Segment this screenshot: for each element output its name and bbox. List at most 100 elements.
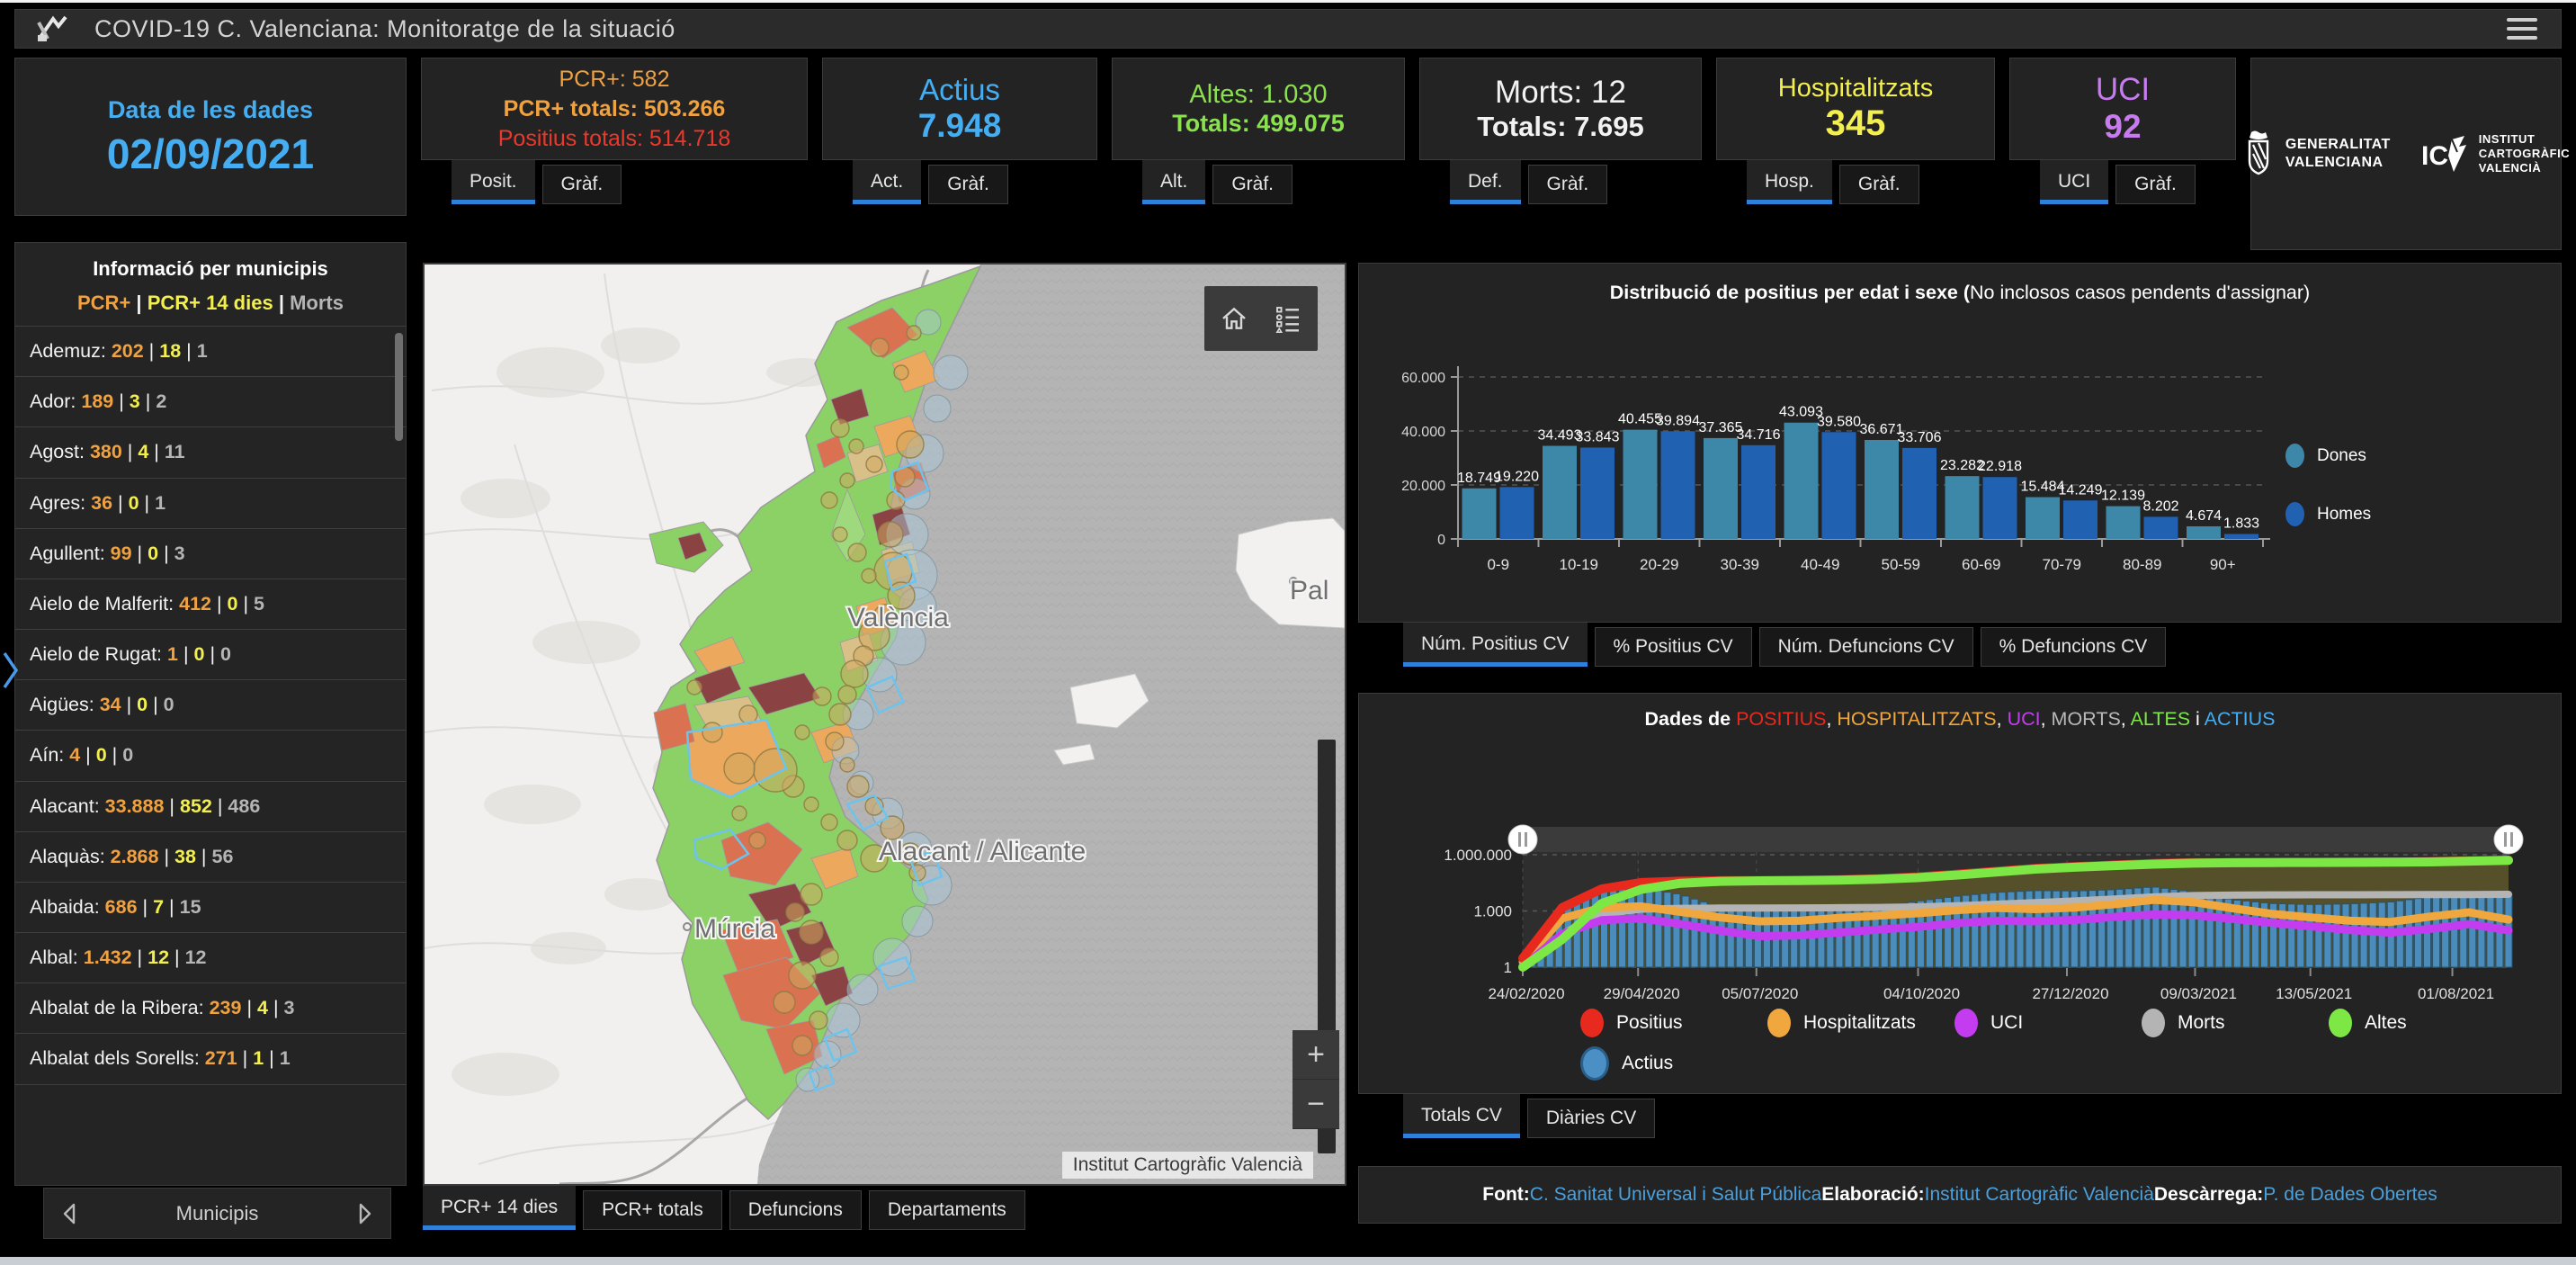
actius-tab-act-[interactable]: Act.: [853, 160, 922, 204]
source-label: Elaboració:: [1821, 1184, 1925, 1205]
range-slider-left-handle[interactable]: [1507, 824, 1538, 855]
age-tab-n-m-defuncions-cv[interactable]: Núm. Defuncions CV: [1758, 627, 1973, 667]
source-link[interactable]: P. de Dades Obertes: [2263, 1184, 2437, 1205]
legend-item-actius[interactable]: Actius: [1580, 1046, 1767, 1081]
legend-item-homes[interactable]: Homes: [2285, 502, 2371, 526]
series-chart-title: Dades de POSITIUS, HOSPITALITZATS, UCI, …: [1644, 708, 2276, 730]
municipality-row[interactable]: Albalat dels Sorells: 271 | 1 | 1: [15, 1034, 406, 1085]
legend-item-hospitalitzats[interactable]: Hospitalitzats: [1767, 1009, 1954, 1037]
svg-text:12.139: 12.139: [2101, 489, 2145, 504]
municipality-row[interactable]: Aín: 4 | 0 | 0: [15, 731, 406, 782]
municipality-row[interactable]: Alaquàs: 2.868 | 38 | 56: [15, 832, 406, 883]
svg-text:36.671: 36.671: [1860, 422, 1904, 437]
legend-item-altes[interactable]: Altes: [2329, 1009, 2516, 1037]
municipality-row[interactable]: Albalat de la Ribera: 239 | 4 | 3: [15, 983, 406, 1035]
pcr-today: PCR+: 582: [559, 66, 670, 92]
municipality-row[interactable]: Aigües: 34 | 0 | 0: [15, 680, 406, 731]
legend-item-dones[interactable]: Dones: [2285, 444, 2371, 468]
svg-text:33.843: 33.843: [1576, 429, 1620, 444]
municipality-row[interactable]: Alacant: 33.888 | 852 | 486: [15, 782, 406, 832]
pcr-tab-gr-f-[interactable]: Gràf.: [541, 165, 622, 204]
municipality-row[interactable]: Ademuz: 202 | 18 | 1: [15, 327, 406, 378]
map-tab-pcr-totals[interactable]: PCR+ totals: [583, 1190, 722, 1230]
zoom-in-icon[interactable]: +: [1292, 1030, 1339, 1080]
actius-tab-gr-f-[interactable]: Gràf.: [928, 165, 1008, 204]
menu-icon[interactable]: [2507, 18, 2537, 40]
legend-icon[interactable]: [1270, 301, 1306, 336]
map-tab-defuncions[interactable]: Defuncions: [729, 1190, 862, 1230]
pcr-tab-posit-[interactable]: Posit.: [452, 160, 535, 204]
actius-value: 7.948: [917, 107, 1002, 144]
altes-swatch-icon: [2329, 1009, 2352, 1037]
altes-tab-gr-f-[interactable]: Gràf.: [1212, 165, 1293, 204]
source-link[interactable]: Institut Cartogràfic Valencià: [1924, 1184, 2154, 1205]
actius-swatch-icon: [1580, 1046, 1609, 1081]
municipality-row[interactable]: Agres: 36 | 0 | 1: [15, 479, 406, 529]
age-tab--positius-cv[interactable]: % Positius CV: [1594, 627, 1752, 667]
municipality-row[interactable]: Aielo de Rugat: 1 | 0 | 0: [15, 630, 406, 681]
legend-item-uci[interactable]: UCI: [1954, 1009, 2142, 1037]
map[interactable]: València Alacant / Alicante Múrcia Pal + − …: [423, 263, 1346, 1186]
municipalities-legend: PCR+ | PCR+ 14 dies | Morts: [77, 292, 344, 314]
sidebar-scrollbar[interactable]: [395, 333, 403, 441]
hosp-tab-gr-f-[interactable]: Gràf.: [1838, 165, 1919, 204]
pcr-totals: PCR+ totals: 503.266: [503, 95, 726, 121]
source-link[interactable]: C. Sanitat Universal i Salut Pública: [1529, 1184, 1822, 1205]
svg-text:34.493: 34.493: [1538, 428, 1582, 444]
uci-tab-uci[interactable]: UCI: [2040, 160, 2109, 204]
uci-tab-gr-f-[interactable]: Gràf.: [2115, 165, 2196, 204]
morts-today: Morts: 12: [1495, 75, 1626, 110]
morts-tab-gr-f-[interactable]: Gràf.: [1527, 165, 1608, 204]
svg-text:40.000: 40.000: [1401, 425, 1445, 440]
altes-tab-alt-[interactable]: Alt.: [1142, 160, 1206, 204]
page-title: COVID-19 C. Valenciana: Monitoratge de l…: [94, 14, 675, 42]
stat-cards-row: Data de les dades 02/09/2021 PCR+: 582 P…: [14, 58, 2570, 250]
municipality-row[interactable]: Albaida: 686 | 7 | 15: [15, 883, 406, 934]
window-top-edge: [0, 0, 2576, 3]
home-icon[interactable]: [1216, 301, 1252, 336]
map-label-murcia: Múrcia: [694, 914, 775, 944]
municipalities-list: Ademuz: 202 | 18 | 1 Ador: 189 | 3 | 2 Ago…: [15, 326, 406, 1085]
age-tab--defuncions-cv[interactable]: % Defuncions CV: [1980, 627, 2167, 667]
municipalities-title: Informació per municipis: [93, 257, 328, 280]
legend-item-morts[interactable]: Morts: [2142, 1009, 2329, 1037]
map-label-alacant: Alacant / Alicante: [879, 837, 1086, 866]
hospitalitzats-card: Hospitalitzats 345 Hosp. Gràf.: [1716, 58, 1995, 204]
municipality-row[interactable]: Aielo de Malferit: 412 | 0 | 5: [15, 579, 406, 631]
logos-card: GENERALITAT VALENCIANA IC INSTITUT CARTOGR…: [2248, 58, 2570, 250]
pager-next-icon[interactable]: [356, 1202, 374, 1225]
hosp-label: Hospitalitzats: [1777, 74, 1934, 103]
topbar: COVID-19 C. Valenciana: Monitoratge de l…: [14, 9, 2562, 49]
zoom-out-icon[interactable]: −: [1292, 1080, 1339, 1129]
municipalities-panel: Informació per municipis PCR+ | PCR+ 14 …: [14, 242, 407, 1186]
svg-text:39.894: 39.894: [1656, 413, 1700, 428]
series-tab-di-ries-cv[interactable]: Diàries CV: [1526, 1099, 1656, 1138]
morts-card: Morts: 12 Totals: 7.695 Def. Gràf.: [1419, 58, 1702, 204]
age-tab-n-m-positius-cv[interactable]: Núm. Positius CV: [1403, 623, 1588, 667]
hosp-tab-hosp-[interactable]: Hosp.: [1747, 160, 1832, 204]
morts-tab-def-[interactable]: Def.: [1450, 160, 1521, 204]
map-tab-pcr-14-dies[interactable]: PCR+ 14 dies: [423, 1186, 577, 1230]
svg-text:20-29: 20-29: [1640, 556, 1678, 573]
series-tab-totals-cv[interactable]: Totals CV: [1403, 1094, 1520, 1138]
icv-logo-icon: [37, 15, 67, 41]
source-label: Font:: [1482, 1184, 1530, 1205]
municipality-row[interactable]: Agullent: 99 | 0 | 3: [15, 529, 406, 579]
municipalities-pager: Municipis: [43, 1188, 391, 1239]
source-footer: Font: C. Sanitat Universal i Salut Públi…: [1358, 1166, 2562, 1224]
page-scrollbar[interactable]: [0, 1257, 2576, 1265]
svg-text:20.000: 20.000: [1401, 479, 1445, 494]
uci-swatch-icon: [1954, 1009, 1978, 1037]
legend-item-positius[interactable]: Positius: [1580, 1009, 1767, 1037]
map-tab-departaments[interactable]: Departaments: [868, 1190, 1025, 1230]
municipality-row[interactable]: Ador: 189 | 3 | 2: [15, 377, 406, 428]
sidebar-expand-icon[interactable]: [2, 650, 20, 691]
pager-prev-icon[interactable]: [60, 1202, 78, 1225]
municipality-row[interactable]: Albal: 1.432 | 12 | 12: [15, 933, 406, 984]
range-slider-right-handle[interactable]: [2493, 824, 2524, 855]
svg-text:40-49: 40-49: [1801, 556, 1839, 573]
age-chart-title: Distribució de positius per edat i sexe …: [1609, 282, 2311, 303]
municipality-row[interactable]: Agost: 380 | 4 | 11: [15, 427, 406, 479]
svg-text:1.000: 1.000: [1473, 903, 1512, 920]
map-canvas[interactable]: València Alacant / Alicante Múrcia Pal: [425, 265, 1345, 1184]
